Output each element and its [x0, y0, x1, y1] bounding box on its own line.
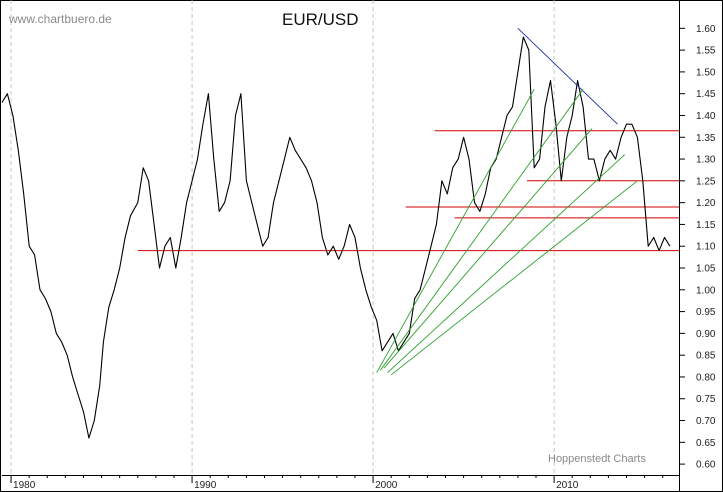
y-tick-label: 1.35 — [696, 133, 716, 144]
trend-line-11 — [390, 180, 638, 376]
x-tick-label: 1990 — [194, 480, 217, 491]
price-line — [1, 36, 671, 439]
price-series — [1, 36, 671, 439]
trend-line-8 — [379, 89, 584, 371]
y-tick-label: 0.85 — [696, 351, 716, 362]
chart-title: EUR/USD — [282, 10, 359, 29]
y-tick-label: 1.20 — [696, 198, 716, 209]
y-tick-label: 1.45 — [696, 89, 716, 100]
y-tick-label: 0.75 — [696, 394, 716, 405]
level-lines — [137, 130, 679, 252]
grid-lines — [10, 0, 555, 475]
x-tick-label: 1980 — [13, 480, 36, 491]
x-tick-label: 2000 — [375, 480, 398, 491]
y-tick-label: 0.80 — [696, 372, 716, 383]
trend-line-6 — [517, 27, 618, 125]
watermark-text: www.chartbuero.de — [8, 12, 112, 26]
y-tick-label: 1.50 — [696, 67, 716, 78]
y-tick-label: 1.10 — [696, 242, 716, 253]
y-tick-label: 1.15 — [696, 220, 716, 231]
y-tick-label: 1.25 — [696, 176, 716, 187]
y-tick-label: 0.70 — [696, 416, 716, 427]
y-tick-label: 1.60 — [696, 24, 716, 35]
y-tick-label: 1.40 — [696, 111, 716, 122]
trend-line-9 — [383, 128, 593, 369]
trend-lines — [376, 27, 638, 376]
x-axis-ticks: 1980 1990 2000 2010 — [10, 475, 664, 491]
y-axis-ticks: 0.60 0.65 0.70 0.75 0.80 0.85 0.90 0.95 1.00 1.05… — [679, 24, 716, 471]
y-tick-label: 1.30 — [696, 155, 716, 166]
y-tick-label: 0.95 — [696, 307, 716, 318]
y-tick-label: 1.55 — [696, 46, 716, 57]
trend-line-10 — [387, 154, 626, 373]
y-tick-label: 0.90 — [696, 329, 716, 340]
trend-line-7 — [376, 89, 535, 373]
x-tick-label: 2010 — [556, 480, 579, 491]
y-tick-label: 0.60 — [696, 460, 716, 471]
y-tick-label: 1.05 — [696, 264, 716, 275]
credit-text: Hoppenstedt Charts — [548, 453, 646, 465]
y-tick-label: 1.00 — [696, 285, 716, 296]
y-tick-label: 0.65 — [696, 438, 716, 449]
